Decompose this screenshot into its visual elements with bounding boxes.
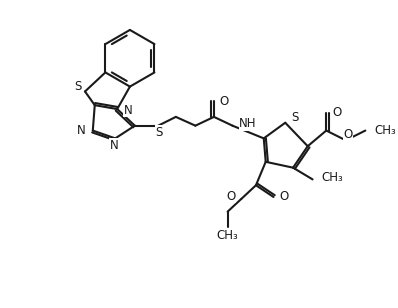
- Text: CH₃: CH₃: [217, 229, 238, 241]
- Text: S: S: [156, 126, 163, 139]
- Text: O: O: [332, 107, 341, 120]
- Text: CH₃: CH₃: [374, 124, 396, 137]
- Text: O: O: [343, 128, 352, 141]
- Text: CH₃: CH₃: [322, 171, 343, 184]
- Text: NH: NH: [239, 117, 257, 130]
- Text: S: S: [75, 80, 82, 93]
- Text: S: S: [291, 111, 298, 124]
- Text: O: O: [220, 95, 229, 108]
- Text: N: N: [110, 139, 119, 152]
- Text: N: N: [77, 124, 86, 137]
- Text: O: O: [226, 189, 236, 202]
- Text: N: N: [124, 103, 133, 116]
- Text: O: O: [279, 190, 289, 204]
